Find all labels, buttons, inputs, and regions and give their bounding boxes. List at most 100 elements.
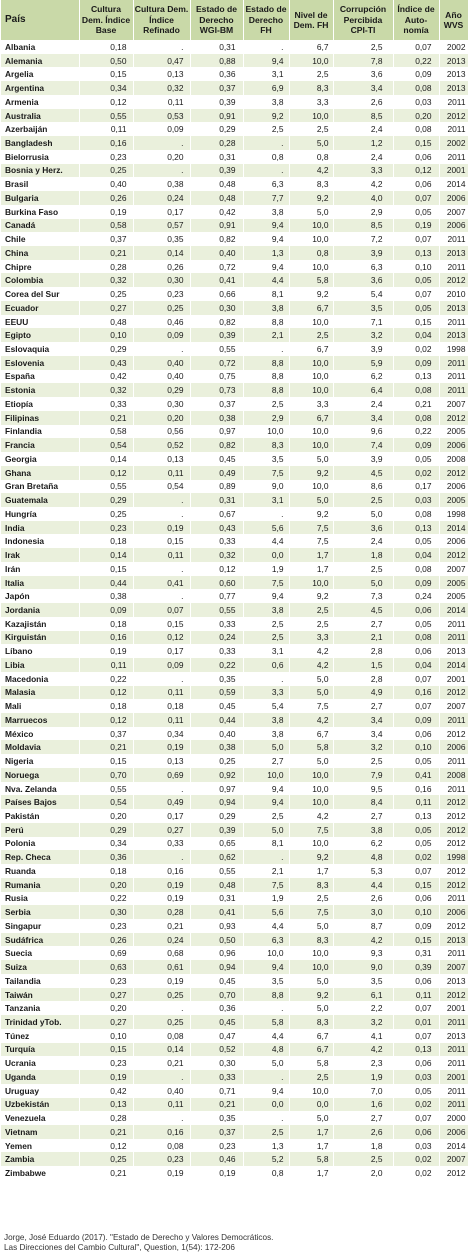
cell-wvs: 2008 (439, 767, 469, 782)
cell-estado-fh: 9,4 (243, 53, 290, 68)
cell-wvs: 2013 (439, 932, 469, 947)
cell-autonomia: 0,05 (393, 204, 440, 219)
cell-cultura-refinado: 0,23 (133, 287, 191, 301)
cell-cultura-refinado: 0,46 (133, 314, 191, 329)
cell-estado-fh: 5,4 (243, 699, 290, 713)
cell-cultura-base: 0,55 (79, 479, 134, 494)
cell-autonomia: 0,07 (393, 1111, 440, 1126)
cell-autonomia: 0,07 (393, 40, 440, 54)
cell-estado-wgi: 0,31 (190, 493, 244, 507)
cell-wvs: 2012 (439, 877, 469, 892)
cell-wvs: 2013 (439, 1028, 469, 1043)
cell-pais: Pakistán (1, 809, 80, 823)
cell-corrupcion: 2,7 (333, 1111, 394, 1126)
cell-cultura-refinado: . (133, 1070, 191, 1084)
cell-nivel-dem: 5,0 (289, 452, 334, 466)
cell-cultura-refinado: . (133, 342, 191, 356)
cell-pais: Indonesia (1, 534, 80, 549)
cell-estado-fh: . (243, 40, 290, 54)
cell-cultura-base: 0,33 (79, 397, 134, 411)
cell-estado-wgi: 0,48 (190, 177, 244, 192)
cell-cultura-base: 0,12 (79, 685, 134, 700)
cell-cultura-refinado: 0,56 (133, 424, 191, 439)
cell-autonomia: 0,08 (393, 561, 440, 576)
cell-autonomia: 0,07 (393, 699, 440, 713)
cell-estado-fh: 7,5 (243, 465, 290, 480)
cell-estado-fh: 2,5 (243, 616, 290, 631)
cell-corrupcion: 3,5 (333, 300, 394, 315)
cell-estado-wgi: 0,33 (190, 534, 244, 549)
table-row: Uzbekistán 0,13 0,11 0,21 0,0 0,0 1,6 0,02 2011 (1, 1097, 469, 1112)
table-row: Serbia 0,30 0,28 0,41 5,6 7,5 3,0 0,10 2006 (1, 905, 469, 919)
cell-nivel-dem: 2,5 (289, 616, 334, 631)
table-row: Noruega 0,70 0,69 0,92 10,0 10,0 7,9 0,41 2008 (1, 767, 469, 782)
cell-nivel-dem: 10,0 (289, 795, 334, 810)
cell-estado-wgi: 0,65 (190, 836, 244, 851)
cell-nivel-dem: 5,0 (289, 685, 334, 700)
cell-cultura-base: 0,54 (79, 795, 134, 810)
cell-wvs: 2011 (439, 1097, 469, 1112)
cell-wvs: 2001 (439, 163, 469, 178)
cell-pais: Ruanda (1, 864, 80, 878)
cell-nivel-dem: 10,0 (289, 259, 334, 274)
cell-cultura-refinado: 0,25 (133, 987, 191, 1002)
cell-estado-wgi: 0,96 (190, 946, 244, 961)
cell-cultura-refinado: 0,30 (133, 273, 191, 288)
cell-autonomia: 0,10 (393, 259, 440, 274)
cell-cultura-base: 0,21 (79, 740, 134, 755)
cell-wvs: 2007 (439, 561, 469, 576)
cell-estado-wgi: 0,48 (190, 191, 244, 205)
cell-cultura-refinado: 0,21 (133, 1056, 191, 1071)
cell-nivel-dem: 4,2 (289, 658, 334, 672)
cell-pais: Azerbaiján (1, 122, 80, 137)
cell-estado-fh: 4,4 (243, 273, 290, 288)
cell-cultura-refinado: 0,17 (133, 809, 191, 823)
cell-cultura-refinado: 0,17 (133, 644, 191, 659)
cell-cultura-refinado: 0,41 (133, 575, 191, 590)
cell-nivel-dem: 10,0 (289, 218, 334, 233)
cell-estado-wgi: 0,45 (190, 1015, 244, 1029)
cell-estado-wgi: 0,70 (190, 987, 244, 1002)
cell-wvs: 2013 (439, 328, 469, 343)
cell-cultura-refinado: 0,09 (133, 658, 191, 672)
cell-cultura-base: 0,16 (79, 136, 134, 150)
cell-estado-wgi: 0,22 (190, 658, 244, 672)
cell-autonomia: 0,13 (393, 246, 440, 260)
cell-estado-wgi: 0,97 (190, 781, 244, 796)
table-row: Chile 0,37 0,35 0,82 9,4 10,0 7,2 0,07 2011 (1, 232, 469, 247)
cell-estado-wgi: 0,60 (190, 575, 244, 590)
cell-estado-wgi: 0,45 (190, 452, 244, 466)
table-row: Polonia 0,34 0,33 0,65 8,1 10,0 6,2 0,05 2012 (1, 836, 469, 851)
table-row: Eslovenia 0,43 0,40 0,72 8,8 10,0 5,9 0,09 2011 (1, 355, 469, 370)
cell-autonomia: 0,02 (393, 850, 440, 865)
cell-corrupcion: 2,5 (333, 40, 394, 54)
cell-autonomia: 0,10 (393, 740, 440, 755)
cell-cultura-refinado: 0,35 (133, 232, 191, 247)
cell-cultura-base: 0,37 (79, 232, 134, 247)
cell-wvs: 2011 (439, 232, 469, 247)
cell-cultura-refinado: . (133, 781, 191, 796)
cell-estado-fh: 2,5 (243, 1125, 290, 1139)
cell-cultura-base: 0,15 (79, 67, 134, 82)
cell-cultura-refinado: 0,69 (133, 767, 191, 782)
table-row: Francia 0,54 0,52 0,82 8,3 10,0 7,4 0,09 2006 (1, 438, 469, 453)
table-row: Nva. Zelanda 0,55. 0,97 9,4 10,0 9,5 0,16 2011 (1, 781, 469, 796)
cell-pais: Venezuela (1, 1111, 80, 1126)
cell-wvs: 2007 (439, 1152, 469, 1167)
cell-cultura-refinado: 0,24 (133, 932, 191, 947)
cell-cultura-base: 0,22 (79, 671, 134, 686)
cell-corrupcion: 2,7 (333, 699, 394, 713)
cell-nivel-dem: 5,8 (289, 1152, 334, 1167)
cell-estado-fh: 2,5 (243, 122, 290, 137)
cell-estado-fh: 9,4 (243, 781, 290, 796)
cell-corrupcion: 6,2 (333, 836, 394, 851)
cell-estado-wgi: 0,33 (190, 616, 244, 631)
cell-estado-wgi: 0,77 (190, 589, 244, 604)
cell-corrupcion: 2,8 (333, 671, 394, 686)
cell-estado-fh: 0,0 (243, 548, 290, 562)
cell-estado-wgi: 0,31 (190, 149, 244, 164)
cell-corrupcion: 3,2 (333, 328, 394, 343)
cell-corrupcion: 2,4 (333, 397, 394, 411)
cell-nivel-dem: 7,5 (289, 905, 334, 919)
cell-corrupcion: 2,9 (333, 204, 394, 219)
